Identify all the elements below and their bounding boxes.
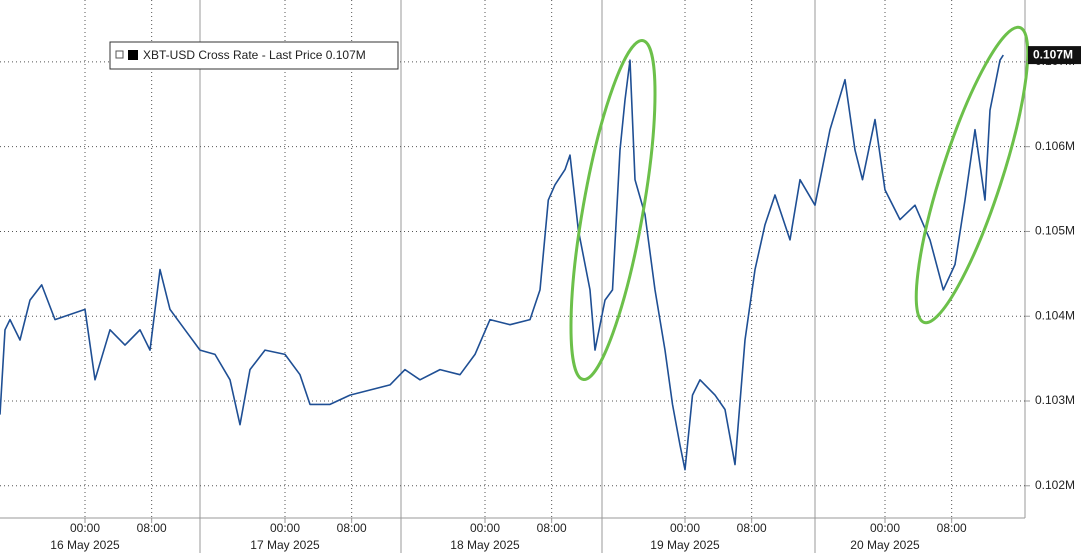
highlight-ellipse <box>914 25 1030 325</box>
x-tick-label: 00:00 <box>470 521 500 535</box>
y-tick-label: 0.106M <box>1035 139 1075 153</box>
last-price-tag <box>1028 46 1081 65</box>
x-tick-label: 08:00 <box>737 521 767 535</box>
x-tick-label: 08:00 <box>937 521 967 535</box>
grid <box>0 0 1025 518</box>
x-tick-label: 08:00 <box>537 521 567 535</box>
date-label: 19 May 2025 <box>650 538 720 552</box>
day-separators <box>199 0 816 553</box>
legend-toggle <box>115 50 124 59</box>
last-price-label: 0.107M <box>1033 47 1073 61</box>
x-tick-label: 00:00 <box>670 521 700 535</box>
y-tick-label: 0.103M <box>1035 393 1075 407</box>
y-tick-label: 0.102M <box>1035 478 1075 492</box>
x-tick-label: 00:00 <box>870 521 900 535</box>
legend-swatch <box>128 50 138 60</box>
legend-box <box>109 41 399 70</box>
x-tick-label: 00:00 <box>270 521 300 535</box>
x-tick-label: 00:00 <box>70 521 100 535</box>
highlight-ellipse <box>569 39 657 381</box>
y-tick-label: 0.104M <box>1035 308 1075 322</box>
legend-label: XBT-USD Cross Rate - Last Price 0.107M <box>143 48 366 62</box>
x-tick-label: 08:00 <box>337 521 367 535</box>
y-tick-label: 0.105M <box>1035 224 1075 238</box>
x-tick-label: 08:00 <box>137 521 167 535</box>
legend: XBT-USD Cross Rate - Last Price 0.107M <box>109 41 399 70</box>
date-label: 17 May 2025 <box>250 538 320 552</box>
date-label: 16 May 2025 <box>50 538 120 552</box>
date-label: 18 May 2025 <box>450 538 520 552</box>
date-label: 20 May 2025 <box>850 538 920 552</box>
